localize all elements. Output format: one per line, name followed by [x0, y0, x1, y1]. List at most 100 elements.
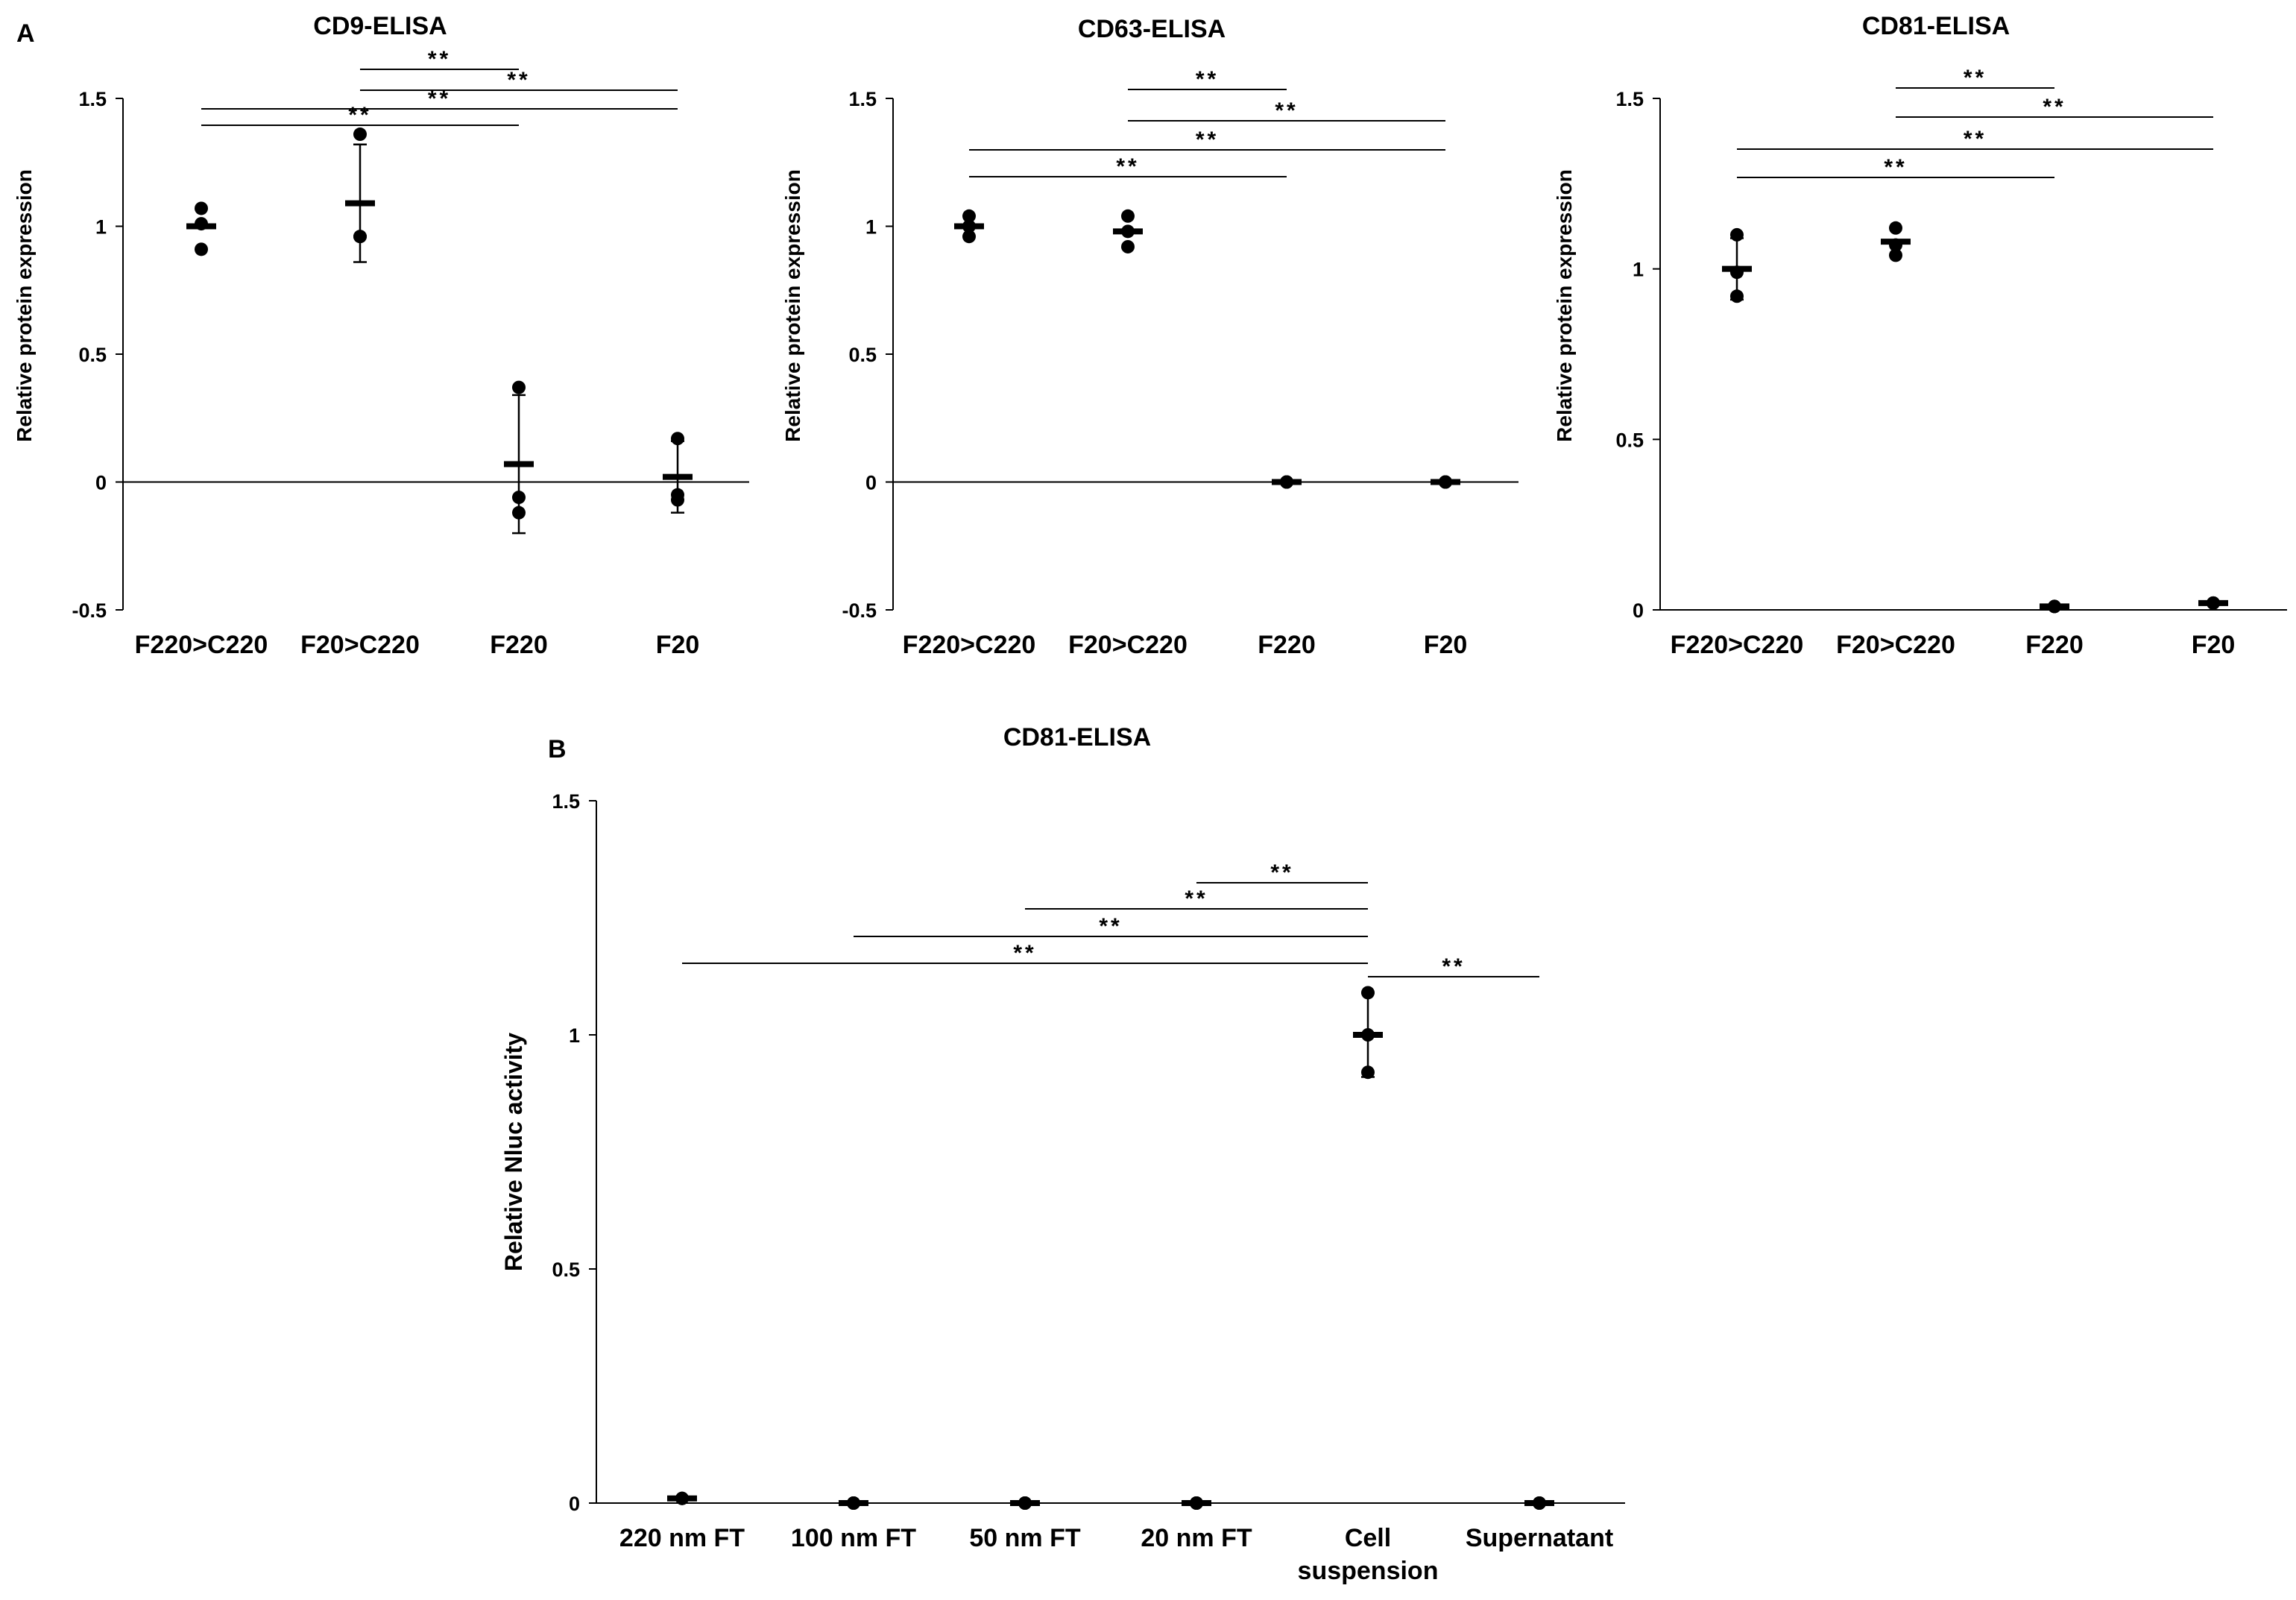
chart-4-title: CD81-ELISA: [1003, 723, 1151, 752]
chart-1-y-label: Relative protein expression: [13, 169, 36, 442]
chart-2-title: CD63-ELISA: [1078, 15, 1226, 43]
chart-1-data-point: [512, 380, 526, 394]
chart-1-data-point: [195, 217, 208, 231]
chart-4-y-tick-label: 0.5: [552, 1259, 580, 1281]
chart-3-y-tick-label: 0.5: [1615, 429, 1644, 451]
chart-2-data-point: [1439, 475, 1452, 489]
chart-4-category-label: Cell: [1345, 1524, 1391, 1552]
chart-4-data-point: [1018, 1496, 1032, 1510]
chart-4-significance-label: **: [1185, 886, 1208, 911]
chart-1-data-point: [195, 201, 208, 215]
chart-1-category-label: F220: [490, 631, 548, 659]
chart-4-y-tick-label: 1.5: [552, 790, 580, 813]
chart-3-data-point: [1730, 227, 1744, 242]
chart-4-category-label: 220 nm FT: [619, 1524, 745, 1552]
chart-2-y-tick-label: 1.5: [848, 88, 877, 110]
chart-2-category-label: F20>C220: [1068, 631, 1188, 659]
chart-2: CD63-ELISA -0.5 0 0.5 1 1.5 Relative protein e…: [781, 15, 1518, 659]
chart-4-data-point: [1533, 1496, 1546, 1510]
chart-3-data-point: [1889, 221, 1902, 235]
chart-2-category-label: F220: [1258, 631, 1316, 659]
chart-1-significance-label: **: [348, 103, 371, 127]
chart-2-y-tick-label: 0: [865, 472, 877, 494]
chart-4-category-label: Supernatant: [1466, 1524, 1613, 1552]
chart-3-significance-label: **: [1884, 155, 1907, 180]
chart-3-category-label: F20: [2192, 631, 2236, 659]
chart-4-data-point: [847, 1496, 860, 1510]
chart-4-data-point: [675, 1491, 689, 1505]
chart-1-data-point: [671, 493, 684, 507]
chart-1-category-label: F220>C220: [135, 631, 268, 659]
chart-2-y-label: Relative protein expression: [781, 169, 804, 442]
chart-4-significance-label: **: [1099, 914, 1122, 939]
chart-2-y-tick-label: 1: [865, 216, 877, 239]
chart-3-category-label: F220>C220: [1671, 631, 1804, 659]
chart-4-y-label: Relative Nluc activity: [500, 1033, 527, 1271]
chart-4-data-point: [1361, 986, 1375, 1000]
chart-2-data-point: [1121, 239, 1135, 253]
panel-label-a: A: [16, 19, 35, 48]
chart-3-data-point: [1889, 238, 1902, 252]
chart-1-significance-label: **: [428, 86, 451, 111]
chart-4-significance-label: **: [1442, 954, 1465, 979]
chart-3-data-point: [1730, 265, 1744, 280]
chart-4-significance-label: **: [1013, 941, 1036, 966]
chart-2-significance-label: **: [1196, 127, 1219, 152]
chart-4-data-point: [1361, 1028, 1375, 1042]
chart-3-significance-label: **: [1964, 66, 1987, 90]
chart-1-category-label: F20>C220: [300, 631, 420, 659]
chart-2-significance-label: **: [1116, 154, 1139, 179]
chart-2-data-point: [1121, 209, 1135, 223]
chart-2-y-tick-label: 0.5: [848, 344, 877, 366]
chart-4-y-tick-label: 1: [569, 1024, 580, 1047]
chart-1-data-point: [353, 230, 367, 244]
chart-1-significance-label: **: [428, 47, 451, 72]
chart-1-data-point: [671, 432, 684, 446]
chart-3-data-point: [1730, 289, 1744, 303]
chart-4-significance-label: **: [1270, 860, 1293, 885]
panel-label-b: B: [548, 735, 567, 763]
chart-3-category-label: F220: [2025, 631, 2084, 659]
chart-3-y-tick-label: 1.5: [1615, 88, 1644, 110]
chart-4: CD81-ELISA 0 0.5 1 1.5 Relative Nluc activity…: [500, 723, 1625, 1585]
chart-1-y-tick-label: 1.5: [78, 88, 107, 110]
chart-4-y-tick-label: 0: [569, 1493, 580, 1515]
chart-3-data-point: [2048, 599, 2061, 614]
chart-1: CD9-ELISA -0.5 0 0.5 1 1.5 Relative protein ex…: [13, 12, 749, 659]
chart-1-data-point: [512, 491, 526, 505]
chart-3-data-point: [1889, 248, 1902, 262]
chart-2-data-point: [962, 230, 976, 244]
chart-2-y-tick-label: -0.5: [842, 599, 877, 622]
chart-1-data-point: [195, 242, 208, 256]
chart-1-category-label: F20: [656, 631, 700, 659]
chart-3-y-tick-label: 0: [1633, 599, 1644, 622]
chart-3-y-tick-label: 1: [1633, 259, 1644, 281]
chart-2-category-label: F20: [1424, 631, 1468, 659]
chart-4-category-label: 20 nm FT: [1141, 1524, 1252, 1552]
chart-1-significance-label: **: [507, 68, 530, 92]
chart-1-y-tick-label: 1: [95, 216, 107, 239]
chart-3-significance-label: **: [2043, 95, 2066, 119]
chart-3-category-label: F20>C220: [1836, 631, 1955, 659]
chart-4-data-point: [1361, 1065, 1375, 1080]
chart-2-data-point: [962, 209, 976, 223]
chart-4-category-label: 50 nm FT: [969, 1524, 1080, 1552]
chart-1-y-tick-label: -0.5: [72, 599, 107, 622]
chart-2-category-label: F220>C220: [903, 631, 1036, 659]
chart-2-significance-label: **: [1196, 67, 1219, 92]
chart-1-y-tick-label: 0: [95, 472, 107, 494]
chart-3-y-label: Relative protein expression: [1553, 169, 1576, 442]
chart-4-category-label: suspension: [1298, 1557, 1439, 1585]
chart-3-significance-label: **: [1964, 127, 1987, 151]
chart-3: CD81-ELISA 0 0.5 1 1.5 Relative protein expre…: [1553, 12, 2287, 659]
chart-1-data-point: [353, 127, 367, 142]
chart-3-data-point: [2207, 596, 2220, 610]
chart-4-data-point: [1190, 1496, 1203, 1510]
chart-1-title: CD9-ELISA: [313, 12, 447, 40]
chart-4-category-label: 100 nm FT: [791, 1524, 916, 1552]
chart-2-data-point: [1280, 475, 1293, 489]
chart-2-significance-label: **: [1275, 98, 1298, 123]
chart-2-data-point: [962, 219, 976, 233]
chart-2-data-point: [1121, 224, 1135, 239]
